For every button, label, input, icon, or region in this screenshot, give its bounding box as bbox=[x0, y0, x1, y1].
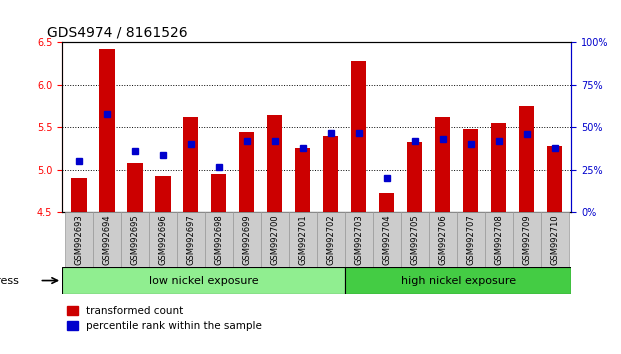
Text: GSM992693: GSM992693 bbox=[75, 214, 83, 265]
Bar bbox=[491, 123, 506, 212]
Bar bbox=[351, 61, 366, 212]
Text: GSM992709: GSM992709 bbox=[522, 214, 531, 265]
FancyBboxPatch shape bbox=[484, 212, 512, 267]
FancyBboxPatch shape bbox=[345, 267, 571, 294]
Bar bbox=[547, 146, 562, 212]
Text: GSM992706: GSM992706 bbox=[438, 214, 447, 265]
Text: GSM992708: GSM992708 bbox=[494, 214, 503, 265]
FancyBboxPatch shape bbox=[177, 212, 205, 267]
FancyBboxPatch shape bbox=[62, 267, 345, 294]
FancyBboxPatch shape bbox=[149, 212, 177, 267]
FancyBboxPatch shape bbox=[512, 212, 540, 267]
FancyBboxPatch shape bbox=[205, 212, 233, 267]
Bar bbox=[379, 193, 394, 212]
Text: GSM992701: GSM992701 bbox=[298, 214, 307, 265]
Bar bbox=[407, 142, 422, 212]
FancyBboxPatch shape bbox=[261, 212, 289, 267]
Text: GSM992710: GSM992710 bbox=[550, 214, 559, 265]
Text: GSM992703: GSM992703 bbox=[354, 214, 363, 265]
Bar bbox=[323, 136, 338, 212]
Text: GSM992699: GSM992699 bbox=[242, 214, 252, 265]
FancyBboxPatch shape bbox=[93, 212, 121, 267]
Text: GSM992696: GSM992696 bbox=[158, 214, 167, 265]
Text: GSM992698: GSM992698 bbox=[214, 214, 224, 265]
Bar bbox=[463, 129, 478, 212]
FancyBboxPatch shape bbox=[373, 212, 401, 267]
Text: stress: stress bbox=[0, 275, 20, 286]
Bar bbox=[99, 49, 114, 212]
Bar bbox=[211, 174, 227, 212]
FancyBboxPatch shape bbox=[65, 212, 93, 267]
FancyBboxPatch shape bbox=[233, 212, 261, 267]
Bar bbox=[295, 148, 310, 212]
Bar bbox=[127, 163, 143, 212]
Bar bbox=[239, 132, 255, 212]
Text: high nickel exposure: high nickel exposure bbox=[401, 275, 515, 286]
Text: GSM992697: GSM992697 bbox=[186, 214, 195, 265]
Text: GSM992694: GSM992694 bbox=[102, 214, 111, 265]
Bar bbox=[155, 176, 171, 212]
FancyBboxPatch shape bbox=[345, 212, 373, 267]
Bar bbox=[519, 106, 534, 212]
Bar bbox=[435, 117, 450, 212]
FancyBboxPatch shape bbox=[121, 212, 149, 267]
Bar bbox=[183, 117, 199, 212]
Text: GSM992702: GSM992702 bbox=[326, 214, 335, 265]
Text: GSM992704: GSM992704 bbox=[382, 214, 391, 265]
FancyBboxPatch shape bbox=[428, 212, 456, 267]
FancyBboxPatch shape bbox=[540, 212, 568, 267]
FancyBboxPatch shape bbox=[456, 212, 484, 267]
Bar bbox=[71, 178, 86, 212]
Legend: transformed count, percentile rank within the sample: transformed count, percentile rank withi… bbox=[67, 306, 262, 331]
Bar bbox=[267, 115, 283, 212]
Text: GDS4974 / 8161526: GDS4974 / 8161526 bbox=[47, 25, 188, 40]
Text: GSM992700: GSM992700 bbox=[270, 214, 279, 265]
Text: GSM992707: GSM992707 bbox=[466, 214, 475, 265]
FancyBboxPatch shape bbox=[317, 212, 345, 267]
Text: GSM992695: GSM992695 bbox=[130, 214, 139, 265]
FancyBboxPatch shape bbox=[401, 212, 428, 267]
Text: GSM992705: GSM992705 bbox=[410, 214, 419, 265]
FancyBboxPatch shape bbox=[289, 212, 317, 267]
Text: low nickel exposure: low nickel exposure bbox=[149, 275, 258, 286]
